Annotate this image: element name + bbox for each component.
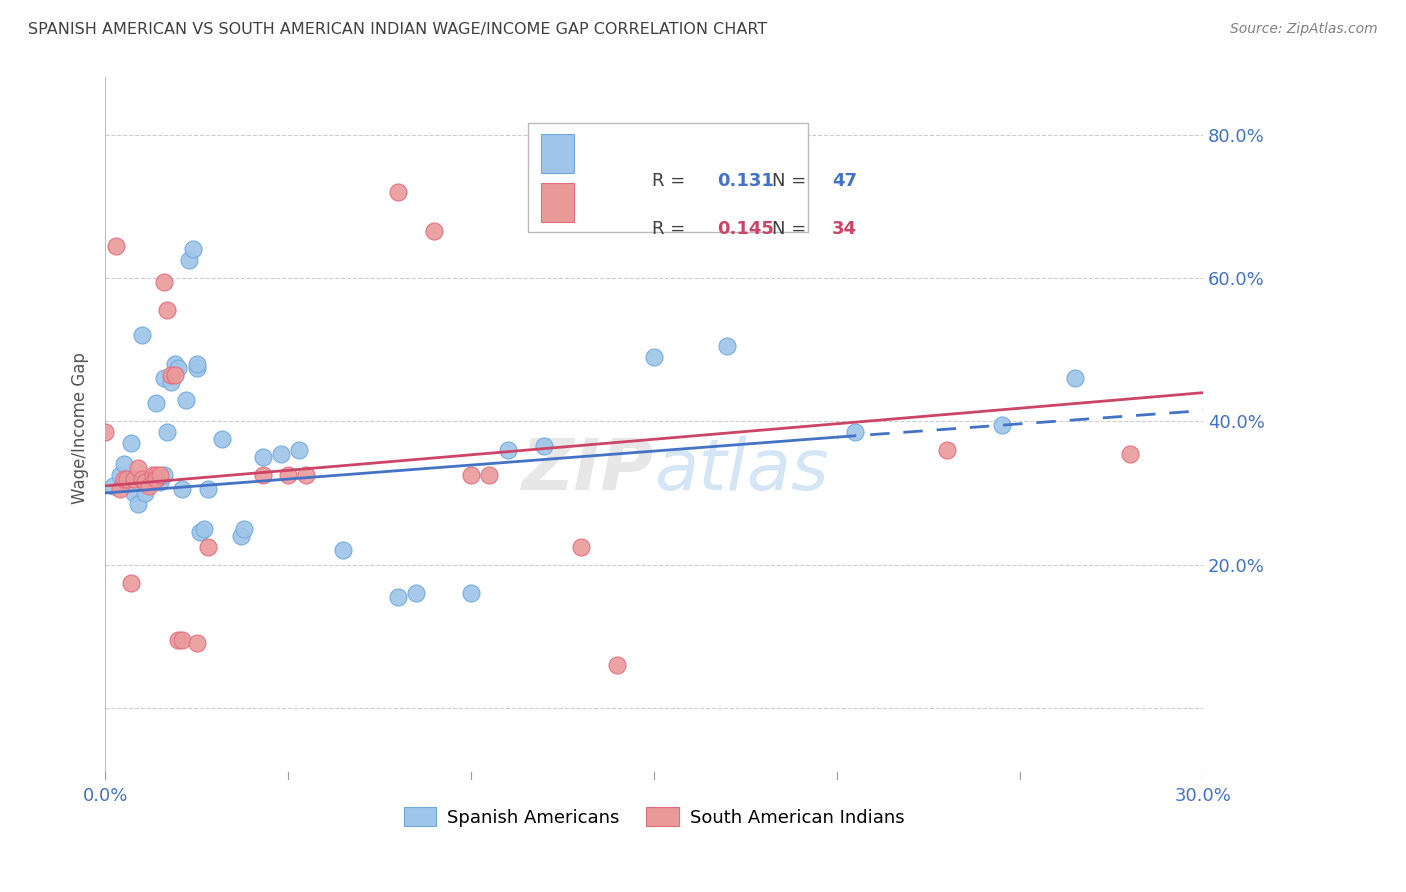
Point [179,253,201,268]
Point [145,472,167,486]
Point [167,632,190,647]
Point [138,479,160,493]
Point [935,443,957,458]
Text: R =: R = [652,220,690,238]
Point [387,590,409,604]
Point [478,468,501,483]
Point [270,447,292,461]
Text: 0.145: 0.145 [717,220,775,238]
Point [643,350,665,364]
Point [1118,447,1140,461]
Point [156,425,179,439]
Point [142,472,165,486]
Point [112,458,135,472]
Point [108,468,131,483]
Point [197,540,219,554]
Text: Source: ZipAtlas.com: Source: ZipAtlas.com [1230,22,1378,37]
Point [108,483,131,497]
Point [105,239,128,253]
Point [844,425,866,439]
Point [167,360,190,375]
Point [138,475,160,490]
Point [134,486,156,500]
Y-axis label: Wage/Income Gap: Wage/Income Gap [72,352,89,505]
Point [229,529,252,543]
Point [124,472,146,486]
Text: N =: N = [772,220,811,238]
Point [193,522,215,536]
Point [170,632,193,647]
Point [423,225,446,239]
Point [127,497,149,511]
Point [569,540,592,554]
Point [1063,371,1085,385]
Point [127,461,149,475]
Point [460,586,482,600]
Point [152,275,174,289]
Point [156,303,179,318]
Point [387,185,409,199]
Point [716,339,738,353]
Point [233,522,256,536]
Text: 34: 34 [832,220,856,238]
Point [115,475,138,490]
Point [145,468,167,483]
Point [533,439,555,453]
Point [197,483,219,497]
Point [142,468,165,483]
Text: N =: N = [772,172,811,191]
Point [186,360,208,375]
Point [160,368,183,382]
Point [496,443,519,458]
FancyBboxPatch shape [527,123,807,232]
Point [145,396,167,410]
Point [181,243,204,257]
Text: SPANISH AMERICAN VS SOUTH AMERICAN INDIAN WAGE/INCOME GAP CORRELATION CHART: SPANISH AMERICAN VS SOUTH AMERICAN INDIA… [28,22,768,37]
Point [149,475,172,490]
Point [211,432,233,446]
Point [186,636,208,650]
Point [149,468,172,483]
Point [188,525,211,540]
Legend: Spanish Americans, South American Indians: Spanish Americans, South American Indian… [396,800,911,834]
Text: 0.131: 0.131 [717,172,775,191]
Point [277,468,299,483]
Point [295,468,318,483]
Point [606,657,628,672]
Point [115,472,138,486]
Point [112,472,135,486]
Point [332,543,354,558]
Point [163,368,186,382]
Text: 47: 47 [832,172,856,191]
Text: ZIP: ZIP [522,436,654,505]
Point [134,475,156,490]
Point [405,586,427,600]
Point [252,468,274,483]
Point [120,435,142,450]
Point [134,472,156,486]
Point [131,472,153,486]
Point [120,575,142,590]
Text: atlas: atlas [654,436,828,505]
Point [101,479,124,493]
Point [174,392,197,407]
Point [186,357,208,371]
Point [124,486,146,500]
Point [990,417,1012,432]
Point [163,357,186,371]
FancyBboxPatch shape [541,183,574,222]
Point [152,468,174,483]
Text: R =: R = [652,172,690,191]
Point [152,371,174,385]
Point [131,328,153,343]
Point [170,483,193,497]
Point [288,443,311,458]
FancyBboxPatch shape [541,134,574,173]
Point [94,425,117,439]
Point [252,450,274,465]
Point [460,468,482,483]
Point [160,375,183,389]
